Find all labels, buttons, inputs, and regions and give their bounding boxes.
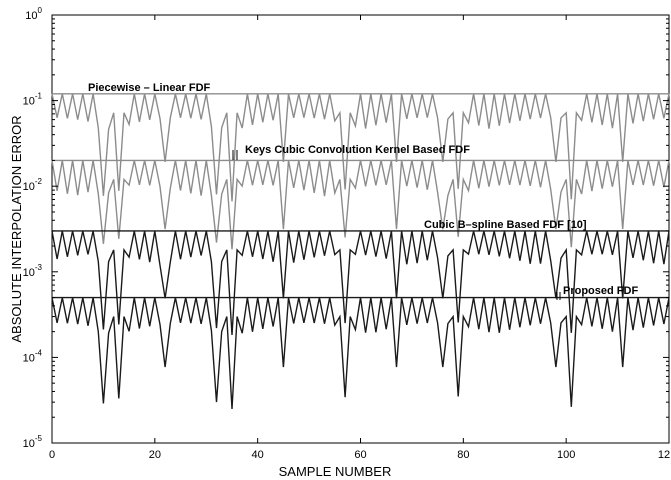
annotations-layer: Piecewise – Linear FDF Keys Cubic Convolu… bbox=[88, 82, 638, 300]
series-label: Proposed FDF bbox=[563, 285, 638, 297]
y-tick-label: 10-5 bbox=[23, 434, 43, 450]
y-tick-label: 10-4 bbox=[23, 348, 43, 364]
ticks-layer: 0 20 40 60 80 100 12 100 10-1 10-2 10-3 10-4 10-5 bbox=[23, 6, 671, 461]
series-line bbox=[51, 160, 670, 250]
x-axis-title: SAMPLE NUMBER bbox=[279, 464, 392, 479]
x-tick-label: 20 bbox=[149, 449, 161, 461]
y-tick-label: 10-1 bbox=[23, 92, 43, 108]
y-tick-label: 10-3 bbox=[23, 263, 43, 279]
y-tick-label: 100 bbox=[25, 6, 42, 22]
x-tick-label: 40 bbox=[252, 449, 264, 461]
x-tick-label: 100 bbox=[557, 449, 575, 461]
x-tick-label: 80 bbox=[457, 449, 469, 461]
series-label: Piecewise – Linear FDF bbox=[88, 82, 211, 94]
series-label: Cubic B–spline Based FDF [10] bbox=[424, 219, 587, 231]
series-label: Keys Cubic Convolution Kernel Based FDF bbox=[245, 144, 470, 156]
y-axis-title: ABSOLUTE INTERPOLATION ERROR bbox=[9, 115, 24, 342]
y-tick-label: 10-2 bbox=[23, 177, 43, 193]
series-line bbox=[51, 297, 670, 409]
series-layer bbox=[51, 93, 670, 409]
x-tick-label: 12 bbox=[658, 449, 670, 461]
x-tick-label: 0 bbox=[49, 449, 55, 461]
x-tick-label: 60 bbox=[354, 449, 366, 461]
